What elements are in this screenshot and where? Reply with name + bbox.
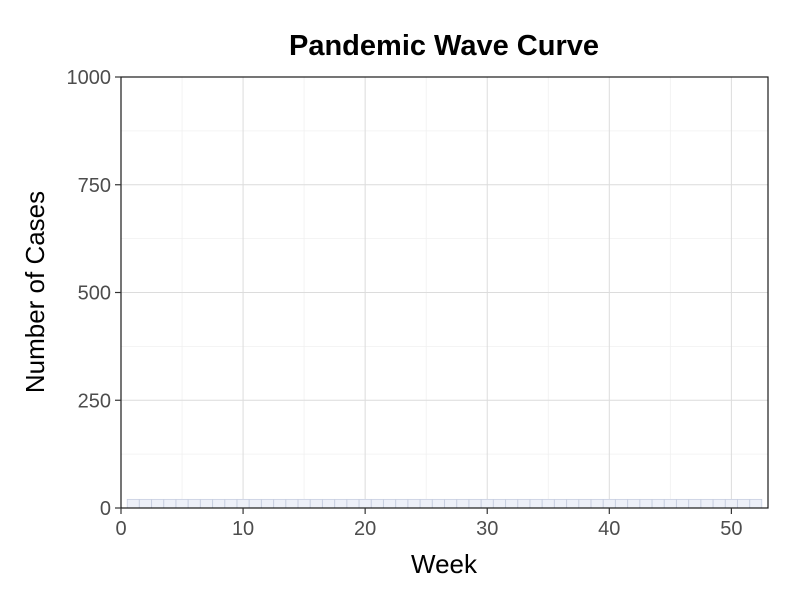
x-tick-label: 50 — [720, 518, 742, 540]
bar — [248, 498, 262, 509]
bar — [407, 498, 421, 509]
bar — [505, 498, 519, 509]
bar — [187, 498, 201, 509]
bar — [346, 498, 360, 509]
bar — [724, 498, 738, 509]
bar — [236, 498, 250, 509]
chart-title: Pandemic Wave Curve — [289, 30, 599, 62]
bar — [334, 498, 348, 509]
bar — [444, 498, 457, 509]
bar — [395, 498, 409, 509]
bar — [432, 498, 445, 509]
y-tick-label: 500 — [78, 283, 111, 305]
bar — [541, 498, 555, 509]
bar — [383, 498, 396, 509]
bar — [200, 498, 213, 509]
bar — [566, 498, 580, 509]
bar — [468, 498, 482, 509]
bar — [175, 498, 189, 509]
bar — [273, 498, 287, 509]
bar — [309, 498, 323, 509]
bar — [688, 498, 702, 509]
bar — [615, 498, 628, 509]
bar — [529, 498, 543, 509]
bars — [126, 498, 763, 509]
y-tick-label: 750 — [78, 175, 111, 197]
bar — [151, 498, 165, 509]
y-axis-title: Number of Cases — [20, 191, 50, 393]
bar — [456, 498, 470, 509]
x-tick-label: 10 — [232, 518, 254, 540]
bar — [322, 498, 335, 509]
bar — [212, 498, 226, 509]
bar — [602, 498, 616, 509]
bar — [712, 498, 726, 509]
x-tick-label: 20 — [354, 518, 376, 540]
bar — [358, 498, 372, 509]
bar — [749, 498, 763, 509]
y-tick-label: 250 — [78, 390, 111, 412]
bar — [126, 498, 140, 509]
bar — [224, 498, 238, 509]
bar — [627, 498, 641, 509]
bar — [554, 498, 567, 509]
bar — [480, 498, 494, 509]
bar — [285, 498, 299, 509]
bar — [737, 498, 750, 509]
bar — [163, 498, 177, 509]
x-tick-label: 40 — [598, 518, 620, 540]
bar — [493, 498, 506, 509]
bar — [639, 498, 653, 509]
bar — [578, 498, 592, 509]
bar — [419, 498, 433, 509]
y-tick-label: 1000 — [67, 67, 112, 89]
bar — [663, 498, 677, 509]
bar — [370, 498, 384, 509]
y-tick-label: 0 — [100, 498, 111, 520]
x-tick-label: 30 — [476, 518, 498, 540]
bar — [139, 498, 152, 509]
bar — [590, 498, 604, 509]
bar — [676, 498, 689, 509]
x-tick-label: 0 — [115, 518, 126, 540]
bar — [261, 498, 274, 509]
bar — [651, 498, 665, 509]
bar — [297, 498, 311, 509]
x-axis-title: Week — [411, 549, 478, 579]
bar — [700, 498, 714, 509]
bar — [517, 498, 531, 509]
